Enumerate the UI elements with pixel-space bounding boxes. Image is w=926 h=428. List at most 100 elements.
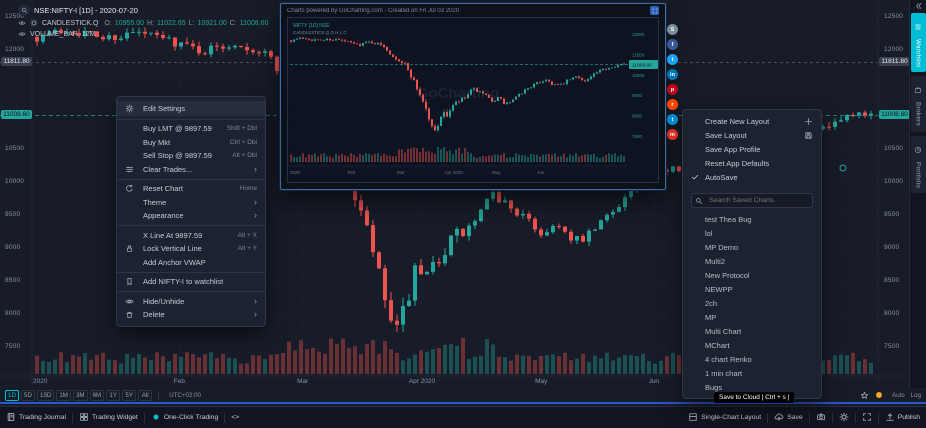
star-icon[interactable] xyxy=(860,391,869,400)
svg-text:Mar: Mar xyxy=(397,170,405,175)
popup-expand-icon[interactable] xyxy=(650,6,659,15)
saved-chart-multi-chart[interactable]: Multi Chart xyxy=(683,324,821,338)
statusbar-gear-button[interactable] xyxy=(839,412,849,424)
statusbar-code-button[interactable]: <> xyxy=(231,414,239,421)
timeframe-all[interactable]: All xyxy=(138,389,153,401)
saved-chart-new-protocol[interactable]: New Protocol xyxy=(683,268,821,282)
context-menu-item-delete[interactable]: Delete › xyxy=(117,308,265,322)
share-telegram-button[interactable]: t xyxy=(667,114,678,125)
gear-icon[interactable] xyxy=(30,19,38,27)
menu-shortcut: Alt + Y xyxy=(237,245,257,253)
statusbar-publish-button[interactable]: Publish xyxy=(885,412,920,424)
saved-chart-label: 4 chart Renko xyxy=(705,354,752,364)
log-scale-toggle[interactable]: Log xyxy=(910,391,921,399)
share-mail-button[interactable]: m xyxy=(667,129,678,140)
timezone-label[interactable]: UTC+02:00 xyxy=(169,391,202,399)
context-menu-item-lock-vertical-line[interactable]: Lock Vertical Line Alt + Y xyxy=(117,242,265,256)
saved-chart-4-chart-renko[interactable]: 4 chart Renko xyxy=(683,352,821,366)
popup-title: Charts powered by GoCharting.com - Creat… xyxy=(287,7,460,14)
eye-icon[interactable] xyxy=(18,30,26,38)
context-menu-item-edit-settings[interactable]: Edit Settings xyxy=(117,101,265,116)
context-menu-item-sell-stop-9897-59[interactable]: Sell Stop @ 9897.59 Alt + Dbl xyxy=(117,149,265,163)
share-pinterest-button[interactable]: p xyxy=(667,84,678,95)
symbol-title: NSE:NIFTY-I [1D] - 2020-07-20 xyxy=(34,5,138,15)
saved-chart-label: Multi2 xyxy=(705,256,726,266)
context-menu-item-clear-trades[interactable]: Clear Trades... › xyxy=(117,163,265,177)
statusbar-one-click-trading-button[interactable]: One-Click Trading xyxy=(151,412,218,424)
saved-chart-lol[interactable]: lol xyxy=(683,226,821,240)
divider xyxy=(877,412,879,423)
symbol-search-icon[interactable] xyxy=(18,4,30,16)
cloud-icon xyxy=(774,412,784,424)
saved-chart-newpp[interactable]: NEWPP xyxy=(683,282,821,296)
saved-chart-1-min-chart[interactable]: 1 min chart xyxy=(683,366,821,380)
saved-chart-mp[interactable]: MP xyxy=(683,310,821,324)
saved-chart-test-thea-bug[interactable]: test Thea Bug xyxy=(683,212,821,226)
statusbar-trading-widget-button[interactable]: Trading Widget xyxy=(79,412,138,424)
auto-scale-toggle[interactable]: Auto xyxy=(891,391,905,399)
statusbar-expand-button[interactable] xyxy=(862,412,872,424)
sidebar-tab-brokers[interactable]: Brokers xyxy=(910,76,926,132)
timeframe-1d[interactable]: 1D xyxy=(5,389,19,401)
layout-menu-item-autosave[interactable]: AutoSave xyxy=(683,170,821,184)
statusbar-save-button[interactable]: Save xyxy=(774,412,803,424)
menu-divider xyxy=(117,291,265,292)
saved-chart-multi2[interactable]: Multi2 xyxy=(683,254,821,268)
price-tick: 10500 xyxy=(5,145,25,152)
svg-text:11500: 11500 xyxy=(632,52,645,57)
timeframe-1m[interactable]: 1M xyxy=(56,389,71,401)
context-menu-item-hide-unhide[interactable]: Hide/Unhide › xyxy=(117,295,265,309)
divider xyxy=(854,412,856,423)
share-reddit-button[interactable]: r xyxy=(667,99,678,110)
eye-icon[interactable] xyxy=(18,19,26,27)
volume-series-name: VOLUME_BAR, 12M xyxy=(30,30,96,38)
context-menu-item-buy-lmt-9897-59[interactable]: Buy LMT @ 9897.59 Shift + Dbl xyxy=(117,122,265,136)
reset-icon xyxy=(125,184,134,193)
price-tick: 8500 xyxy=(884,277,900,284)
menu-item-label: Clear Trades... xyxy=(143,164,193,174)
context-menu-item-reset-chart[interactable]: Reset Chart Home xyxy=(117,182,265,196)
ohlc-values: O: 10955.00 H: 11022.65 L: 10921.00 C: 11008.60 xyxy=(104,20,268,27)
layout-menu-item-reset-app-defaults[interactable]: Reset App Defaults xyxy=(683,156,821,170)
price-tick: 7500 xyxy=(5,343,21,350)
timeframe-1y[interactable]: 1Y xyxy=(106,389,121,401)
saved-chart-bugs[interactable]: Bugs xyxy=(683,380,821,394)
context-menu-item-theme[interactable]: Theme › xyxy=(117,196,265,210)
price-level-box: 11811.80 xyxy=(879,57,910,67)
saved-chart-mp-demo[interactable]: MP Demo xyxy=(683,240,821,254)
context-menu-item-buy-mkt[interactable]: Buy Mkt Ctrl + Dbl xyxy=(117,136,265,150)
statusbar-camera-button[interactable] xyxy=(816,412,826,424)
timeframe-6m[interactable]: 6M xyxy=(89,389,105,401)
context-menu-item-x-line-at-9897-59[interactable]: X Line At 9897.59 Alt + X xyxy=(117,229,265,243)
journal-icon xyxy=(6,412,16,424)
timeframe-5y[interactable]: 5Y xyxy=(122,389,137,401)
timeframe-3m[interactable]: 3M xyxy=(72,389,88,401)
sidebar-tab-watchlist[interactable]: Watchlist xyxy=(910,13,926,73)
share-facebook-button[interactable]: f xyxy=(667,39,678,50)
share-twitter-button[interactable]: t xyxy=(667,54,678,65)
price-tick: 7500 xyxy=(884,343,900,350)
statusbar-single-chart-layout-button[interactable]: Single-Chart Layout xyxy=(688,412,761,424)
layout-menu-item-save-app-profile[interactable]: Save App Profile xyxy=(683,142,821,156)
statusbar-trading-journal-button[interactable]: Trading Journal xyxy=(6,412,66,424)
collapse-panel-icon[interactable] xyxy=(914,2,922,10)
bookmark-icon xyxy=(125,277,134,286)
layout-menu-item-save-layout[interactable]: Save Layout xyxy=(683,128,821,142)
chart-context-menu: Edit Settings Buy LMT @ 9897.59 Shift + Db… xyxy=(116,96,266,327)
menu-item-label: Add NIFTY-I to watchlist xyxy=(143,277,224,287)
menu-item-label: Appearance xyxy=(143,211,184,221)
saved-chart-2ch[interactable]: 2ch xyxy=(683,296,821,310)
context-menu-item-appearance[interactable]: Appearance › xyxy=(117,209,265,223)
share-linkedin-button[interactable]: in xyxy=(667,69,678,80)
search-saved-charts-input[interactable] xyxy=(691,193,813,208)
price-tick: 10000 xyxy=(884,178,904,185)
context-menu-item-add-nifty-i-to-watchlist[interactable]: Add NIFTY-I to watchlist xyxy=(117,275,265,289)
context-menu-item-add-anchor-vwap[interactable]: Add Anchor VWAP xyxy=(117,256,265,270)
sidebar-tab-portfolio[interactable]: Portfolio xyxy=(910,135,926,193)
timeframe-5d[interactable]: 5D xyxy=(21,389,35,401)
share-share-button[interactable]: S xyxy=(667,24,678,35)
layout-menu-item-create-new-layout[interactable]: Create New Layout xyxy=(683,114,821,128)
saved-chart-mchart[interactable]: MChart xyxy=(683,338,821,352)
timeframe-15d[interactable]: 15D xyxy=(37,389,55,401)
